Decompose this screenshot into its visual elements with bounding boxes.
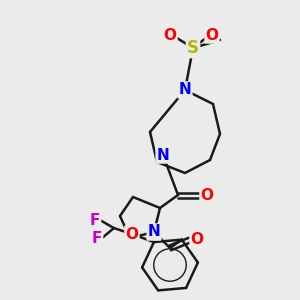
- Text: N: N: [148, 224, 160, 239]
- Text: O: O: [206, 28, 218, 43]
- Text: F: F: [90, 213, 100, 228]
- Text: N: N: [178, 82, 191, 98]
- Text: F: F: [92, 231, 102, 246]
- Text: O: O: [125, 226, 138, 242]
- Text: S: S: [187, 39, 199, 57]
- Text: O: O: [190, 232, 203, 247]
- Text: O: O: [200, 188, 214, 202]
- Text: N: N: [157, 148, 169, 163]
- Text: O: O: [164, 28, 176, 43]
